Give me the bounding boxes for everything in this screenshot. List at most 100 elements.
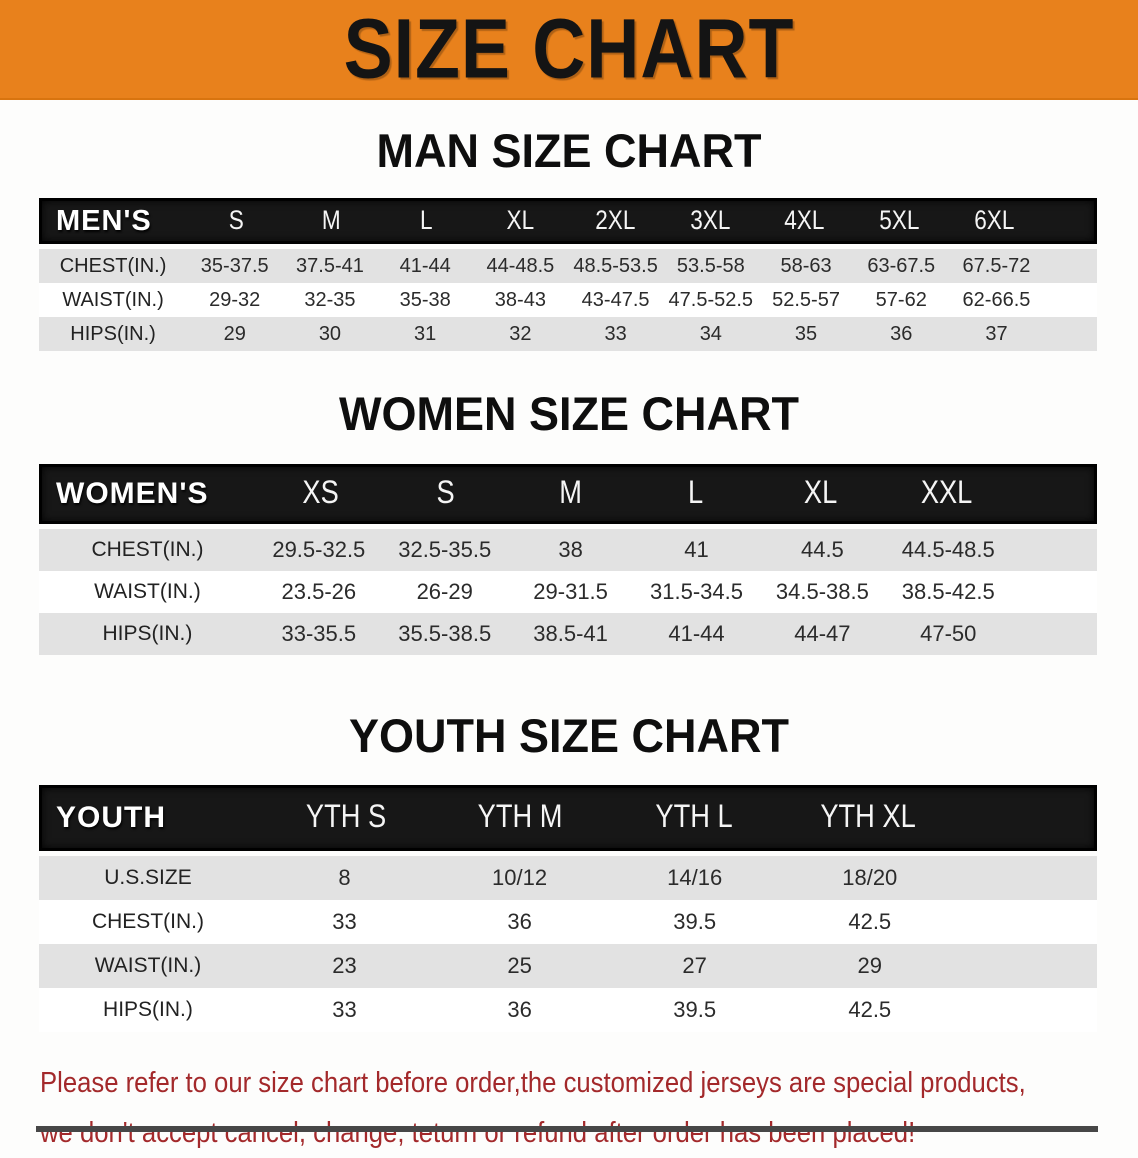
value-cell: 53.5-58: [676, 254, 745, 277]
size-column-header: 5XL: [879, 205, 920, 236]
size-column-header: YTH L: [655, 799, 733, 836]
youth-section-heading: YOUTH SIZE CHART: [348, 708, 789, 762]
mens-size-table: MEN'S S M L XL 2XL 3XL 4XL 5XL 6XL CHEST(IN.) 35-37…: [39, 198, 1097, 352]
table-corner-label: MEN'S: [56, 204, 152, 237]
value-cell: 14/16: [667, 864, 723, 890]
value-cell: 35.5-38.5: [398, 620, 492, 646]
value-cell: 29-32: [209, 288, 261, 311]
value-cell: 29: [857, 952, 882, 978]
value-cell: 34: [699, 322, 722, 345]
value-cell: 18/20: [842, 864, 898, 890]
women-section-heading: WOMEN SIZE CHART: [339, 386, 799, 441]
order-disclaimer: Please refer to our size chart before or…: [40, 1058, 1138, 1158]
table-row: WAIST(IN.) 23.5-26 26-29 29-31.5 31.5-34.5 34…: [39, 570, 1097, 613]
value-cell: 52.5-57: [772, 288, 840, 311]
row-label: CHEST(IN.): [59, 254, 167, 277]
size-column-header: XL: [804, 475, 838, 511]
value-cell: 58-63: [780, 254, 832, 277]
table-corner-label: YOUTH: [56, 800, 166, 834]
table-header-row: MEN'S S M L XL 2XL 3XL 4XL 5XL 6XL: [39, 198, 1097, 245]
value-cell: 37: [985, 322, 1008, 345]
size-column-header: M: [559, 475, 582, 511]
value-cell: 30: [318, 322, 342, 345]
size-column-header: L: [688, 475, 704, 511]
value-cell: 35-38: [399, 288, 451, 311]
banner-title: SIZE CHART: [343, 1, 795, 96]
table-corner-label: WOMEN'S: [56, 476, 209, 510]
value-cell: 31.5-34.5: [650, 578, 743, 604]
value-cell: 33: [332, 996, 357, 1022]
row-label: HIPS(IN.): [70, 322, 156, 345]
value-cell: 47-50: [920, 620, 977, 646]
size-column-header: L: [419, 205, 433, 236]
value-cell: 57-62: [875, 288, 927, 311]
value-cell: 29: [223, 322, 246, 345]
disclaimer-line-1: Please refer to our size chart before or…: [40, 1066, 1026, 1099]
value-cell: 44.5: [800, 536, 844, 562]
value-cell: 43-47.5: [581, 288, 650, 311]
value-cell: 27: [682, 952, 707, 978]
size-column-header: XXL: [920, 475, 972, 511]
value-cell: 32-35: [304, 288, 356, 311]
value-cell: 63-67.5: [867, 254, 936, 277]
value-cell: 39.5: [673, 996, 717, 1022]
table-row: WAIST(IN.) 29-32 32-35 35-38 38-43 43-47.5 47.…: [39, 283, 1097, 318]
value-cell: 62-66.5: [962, 288, 1031, 311]
table-row: U.S.SIZE 8 10/12 14/16 18/20: [39, 855, 1097, 900]
table-row: CHEST(IN.) 35-37.5 37.5-41 41-44 44-48.5 48.5…: [39, 249, 1097, 284]
disclaimer-line-2: we don't accept cancel, change, teturn o…: [40, 1116, 916, 1149]
value-cell: 44.5-48.5: [901, 536, 995, 562]
cutoff-table-edge: [36, 1126, 1098, 1132]
size-chart-banner: SIZE CHART: [0, 0, 1138, 100]
value-cell: 32.5-35.5: [398, 536, 492, 562]
value-cell: 35-37.5: [200, 254, 269, 277]
value-cell: 67.5-72: [962, 254, 1031, 277]
value-cell: 44-47: [794, 620, 851, 646]
value-cell: 8: [338, 864, 351, 890]
row-label: CHEST(IN.): [91, 909, 204, 933]
value-cell: 36: [890, 322, 913, 345]
row-label: U.S.SIZE: [104, 865, 192, 889]
size-column-header: XL: [506, 205, 535, 236]
value-cell: 38.5-42.5: [901, 578, 995, 604]
value-cell: 23: [332, 952, 357, 978]
value-cell: 42.5: [848, 908, 892, 934]
value-cell: 44-48.5: [486, 254, 555, 277]
value-cell: 26-29: [416, 578, 473, 604]
row-label: HIPS(IN.): [102, 621, 193, 645]
value-cell: 32: [509, 322, 532, 345]
value-cell: 33: [604, 322, 627, 345]
value-cell: 47.5-52.5: [668, 288, 754, 311]
size-column-header: M: [321, 205, 341, 236]
value-cell: 38.5-41: [533, 620, 608, 646]
value-cell: 38-43: [494, 288, 546, 311]
value-cell: 35: [794, 322, 818, 345]
youth-size-table: YOUTH YTH S YTH M YTH L YTH XL U.S.SIZE 8 10/12…: [39, 784, 1097, 1032]
value-cell: 33: [332, 908, 357, 934]
womens-size-table: WOMEN'S XS S M L XL XXL CHEST(IN.) 29.5-32.5 32.5…: [39, 463, 1097, 655]
size-column-header: YTH M: [477, 799, 563, 836]
size-column-header: S: [229, 205, 245, 236]
value-cell: 37.5-41: [296, 254, 364, 277]
table-row: HIPS(IN.) 33-35.5 35.5-38.5 38.5-41 41-44 44-…: [39, 612, 1097, 655]
value-cell: 25: [507, 952, 532, 978]
size-column-header: 4XL: [784, 205, 825, 236]
row-label: WAIST(IN.): [94, 579, 201, 603]
value-cell: 38: [558, 536, 583, 562]
size-column-header: YTH S: [305, 799, 386, 836]
size-column-header: 3XL: [689, 205, 731, 236]
size-column-header: S: [436, 475, 455, 511]
value-cell: 41-44: [668, 620, 725, 646]
size-column-header: 6XL: [973, 205, 1015, 236]
value-cell: 33-35.5: [281, 620, 357, 646]
table-row: CHEST(IN.) 29.5-32.5 32.5-35.5 38 41 44.5 44.5…: [39, 528, 1097, 571]
value-cell: 23.5-26: [281, 578, 357, 604]
value-cell: 29.5-32.5: [272, 536, 366, 562]
value-cell: 41-44: [399, 254, 451, 277]
value-cell: 34.5-38.5: [775, 578, 869, 604]
table-row: WAIST(IN.) 23 25 27 29: [39, 943, 1097, 988]
table-header-row: WOMEN'S XS S M L XL XXL: [39, 463, 1097, 524]
row-label: CHEST(IN.): [91, 537, 204, 561]
table-row: HIPS(IN.) 33 36 39.5 42.5: [39, 987, 1097, 1032]
table-row: CHEST(IN.) 33 36 39.5 42.5: [39, 899, 1097, 944]
